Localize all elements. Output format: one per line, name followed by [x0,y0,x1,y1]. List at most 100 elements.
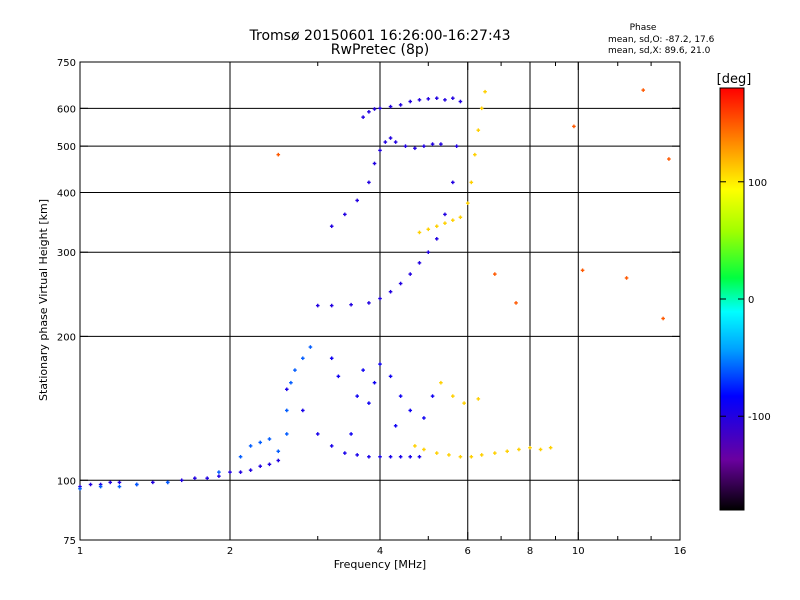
data-point [134,482,139,487]
x-tick-label: 6 [465,546,471,557]
data-point [388,374,393,379]
data-point [479,453,484,457]
data-point [479,106,484,111]
data-point [349,302,353,307]
data-point [572,124,576,129]
data-point [469,180,474,185]
data-point [422,416,426,420]
axis-ticks: 1 2 4 6 8 10 16 75 100 200 300 400 500 600 750 [57,58,686,557]
data-point [580,268,585,273]
data-point [422,144,426,148]
data-point [388,136,393,140]
y-tick-label: 75 [63,536,76,547]
data-point [372,380,377,385]
data-point [329,303,334,308]
data-point [193,476,197,481]
data-points [78,88,671,491]
y-tick-label: 750 [57,58,76,69]
data-point [434,224,439,229]
data-point [165,480,170,485]
data-point [378,148,382,153]
data-point [367,180,371,185]
data-point [398,454,403,459]
data-point [417,454,422,459]
data-point [289,380,293,385]
colorbar-tick-label: -100 [748,412,771,423]
data-point [641,88,646,92]
data-point [462,401,466,405]
data-point [293,368,297,372]
data-point [343,212,347,217]
data-point [517,447,521,452]
data-point [383,140,388,144]
data-point [548,445,553,450]
data-point [443,221,447,226]
data-point [238,454,243,459]
x-tick-label: 2 [227,546,233,557]
data-point [408,408,413,413]
data-point [276,458,281,463]
x-tick-label: 16 [674,546,687,557]
x-axis-label: Frequency [MHz] [334,558,426,571]
y-tick-label: 500 [57,142,76,153]
data-point [451,96,455,100]
data-point [336,374,341,379]
data-point [388,289,393,294]
data-point [301,408,305,413]
data-point [308,345,313,349]
data-point [367,454,371,459]
y-tick-label: 300 [57,248,76,259]
data-point [301,356,305,361]
x-tick-label: 1 [77,546,83,557]
data-point [355,394,359,398]
data-point [367,301,371,305]
data-point [426,97,431,101]
data-point [538,447,543,452]
data-point [661,316,665,321]
y-axis-label: Stationary phase Virtual Height [km] [37,199,50,401]
x-tick-label: 10 [572,546,585,557]
data-point [355,198,359,203]
x-tick-label: 8 [527,546,533,557]
data-point [329,444,334,448]
data-point [408,272,413,276]
data-point [505,449,509,454]
data-point [514,301,518,305]
data-point [258,464,263,469]
data-point [378,296,382,301]
data-point [476,128,481,132]
data-point [388,454,393,459]
colorbar-tick-label: 100 [748,178,767,189]
data-point [258,440,263,445]
data-point [355,453,359,457]
data-point [388,104,393,109]
data-point [398,394,403,398]
data-point [624,276,629,280]
x-tick-label: 4 [377,546,383,557]
data-point [403,144,408,148]
data-point [329,356,334,361]
data-point [367,110,371,114]
data-point [378,106,382,111]
chart-subtitle: RwPretec (8p) [331,42,429,58]
data-point [98,484,103,489]
stats-line-x: mean, sd,X: 89.6, 21.0 [608,46,711,56]
y-tick-label: 100 [57,476,76,487]
data-point [493,272,497,276]
data-point [367,401,371,405]
data-point [108,480,113,485]
chart-title: Tromsø 20150601 16:26:00-16:27:43 [249,28,511,44]
data-point [315,303,320,308]
stats-heading: Phase [630,23,657,33]
data-point [430,142,435,146]
data-point [205,476,209,481]
data-point [179,478,184,483]
colorbar-unit: [deg] [717,72,752,87]
data-point [458,454,463,459]
data-point [417,98,422,102]
data-point [267,462,272,467]
data-point [434,237,439,241]
data-point [372,107,377,111]
data-point [667,157,671,161]
data-point [248,468,253,472]
